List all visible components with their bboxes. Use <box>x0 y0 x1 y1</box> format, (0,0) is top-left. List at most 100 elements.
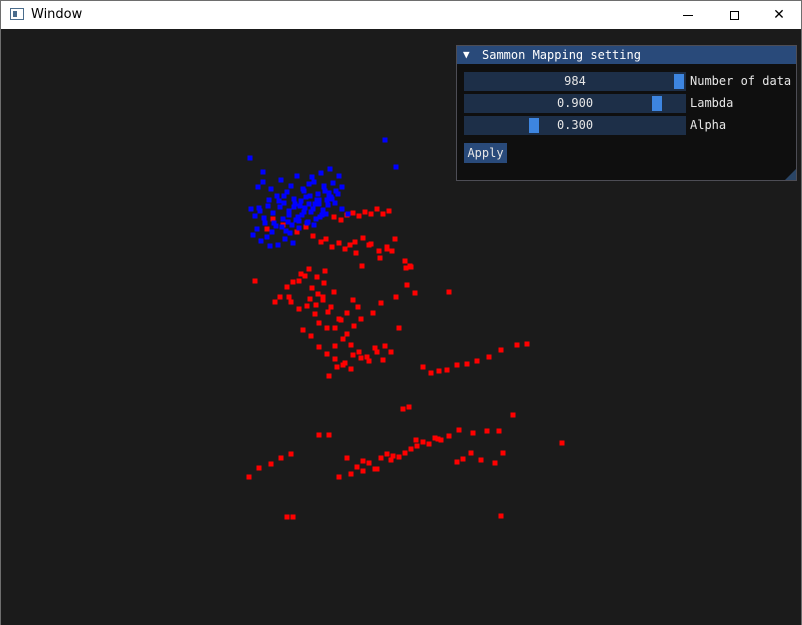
scatter-point <box>299 212 305 218</box>
resize-grip-icon[interactable] <box>785 169 796 180</box>
slider-handle[interactable] <box>529 118 539 133</box>
scatter-point <box>294 229 300 235</box>
scatter-point <box>326 432 332 438</box>
scatter-point <box>332 325 338 331</box>
slider-alpha[interactable]: 0.300 Alpha <box>464 116 794 135</box>
scatter-point <box>324 325 330 331</box>
scatter-point <box>284 514 290 520</box>
scatter-point <box>260 179 266 185</box>
scatter-point <box>352 239 358 245</box>
scatter-point <box>268 461 274 467</box>
minimize-button[interactable] <box>665 1 711 29</box>
scatter-point <box>301 188 307 194</box>
scatter-point <box>303 194 309 200</box>
slider-number-of-data[interactable]: 984 Number of data <box>464 72 794 91</box>
scatter-point <box>374 466 380 472</box>
scatter-point <box>294 173 300 179</box>
scatter-point <box>315 291 321 297</box>
scatter-point <box>356 349 362 355</box>
scatter-point <box>267 243 273 249</box>
panel-header[interactable]: ▼ Sammon Mapping setting <box>457 46 796 64</box>
render-canvas[interactable]: ▼ Sammon Mapping setting 984 Number of d… <box>1 29 801 625</box>
panel-title: Sammon Mapping setting <box>482 48 641 62</box>
maximize-button[interactable] <box>711 1 757 29</box>
scatter-point <box>336 474 342 480</box>
apply-button[interactable]: Apply <box>464 143 507 163</box>
scatter-point <box>344 455 350 461</box>
scatter-point <box>338 217 344 223</box>
scatter-point <box>317 214 323 220</box>
scatter-point <box>321 280 327 286</box>
scatter-point <box>260 169 266 175</box>
scatter-point <box>348 471 354 477</box>
scatter-point <box>296 225 302 231</box>
settings-panel[interactable]: ▼ Sammon Mapping setting 984 Number of d… <box>456 45 797 181</box>
scatter-point <box>323 236 329 242</box>
scatter-point <box>291 204 297 210</box>
slider-handle[interactable] <box>674 74 684 89</box>
scatter-point <box>258 238 264 244</box>
scatter-point <box>288 451 294 457</box>
slider-track[interactable]: 0.300 <box>464 116 686 135</box>
scatter-point <box>270 210 276 216</box>
scatter-point <box>435 436 441 442</box>
scatter-point <box>285 219 291 225</box>
slider-handle[interactable] <box>652 96 662 111</box>
scatter-point <box>270 216 276 222</box>
scatter-point <box>378 455 384 461</box>
scatter-point <box>329 196 335 202</box>
slider-track[interactable]: 0.900 <box>464 94 686 113</box>
scatter-point <box>328 304 334 310</box>
slider-lambda[interactable]: 0.900 Lambda <box>464 94 794 113</box>
slider-label: Lambda <box>690 96 734 110</box>
scatter-point <box>464 361 470 367</box>
scatter-point <box>432 435 438 441</box>
scatter-point <box>360 235 366 241</box>
scatter-point <box>388 457 394 463</box>
scatter-point <box>322 268 328 274</box>
scatter-point <box>287 230 293 236</box>
scatter-point <box>252 278 258 284</box>
scatter-point <box>290 240 296 246</box>
slider-track[interactable]: 984 <box>464 72 686 91</box>
scatter-point <box>298 198 304 204</box>
scatter-point <box>302 273 308 279</box>
scatter-point <box>305 219 311 225</box>
scatter-point <box>377 255 383 261</box>
scatter-point <box>301 209 307 215</box>
scatter-point <box>318 170 324 176</box>
scatter-point <box>311 179 317 185</box>
scatter-point <box>413 437 419 443</box>
scatter-point <box>293 217 299 223</box>
scatter-point <box>288 299 294 305</box>
scatter-point <box>428 370 434 376</box>
scatter-point <box>307 193 313 199</box>
scatter-point <box>314 274 320 280</box>
scatter-point <box>366 358 372 364</box>
scatter-point <box>295 214 301 220</box>
scatter-point <box>266 197 272 203</box>
scatter-point <box>446 289 452 295</box>
scatter-point <box>342 246 348 252</box>
triangle-down-icon[interactable]: ▼ <box>463 48 470 61</box>
scatter-point <box>316 320 322 326</box>
scatter-point <box>359 263 365 269</box>
scatter-point <box>311 222 317 228</box>
title-bar[interactable]: Window ✕ <box>1 1 801 29</box>
scatter-point <box>342 360 348 366</box>
scatter-point <box>247 155 253 161</box>
scatter-point <box>412 290 418 296</box>
scatter-point <box>390 453 396 459</box>
scatter-point <box>354 464 360 470</box>
scatter-point <box>559 440 565 446</box>
slider-label: Alpha <box>690 118 727 132</box>
scatter-point <box>336 240 342 246</box>
scatter-point <box>308 209 314 215</box>
scatter-point <box>307 296 313 302</box>
scatter-point <box>500 450 506 456</box>
scatter-point <box>400 406 406 412</box>
scatter-point <box>402 258 408 264</box>
scatter-point <box>309 174 315 180</box>
scatter-point <box>351 323 357 329</box>
close-button[interactable]: ✕ <box>756 1 802 29</box>
